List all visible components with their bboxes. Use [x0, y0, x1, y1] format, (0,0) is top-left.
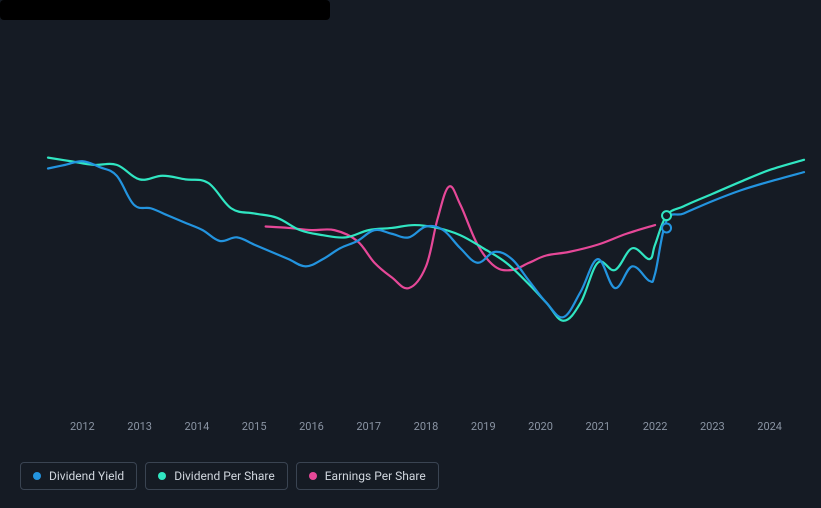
- dividend-chart[interactable]: 2012 2013 2014 2015 2016 2017 2018 2019 2020 2021…: [20, 105, 810, 445]
- x-tick: 2014: [185, 420, 210, 433]
- legend-label: Dividend Yield: [49, 469, 124, 483]
- legend-dot-icon: [309, 472, 317, 480]
- legend-item[interactable]: Dividend Yield: [20, 462, 137, 490]
- legend-label: Dividend Per Share: [174, 469, 275, 483]
- plot-area[interactable]: [48, 125, 804, 415]
- x-tick: 2015: [242, 420, 267, 433]
- x-tick: 2022: [643, 420, 668, 433]
- x-tick: 2019: [471, 420, 496, 433]
- x-tick: 2024: [757, 420, 782, 433]
- x-tick: 2012: [70, 420, 95, 433]
- legend-dot-icon: [158, 472, 166, 480]
- x-tick: 2020: [528, 420, 553, 433]
- legend-item[interactable]: Dividend Per Share: [145, 462, 288, 490]
- x-tick: 2016: [299, 420, 324, 433]
- chart-tooltip: [0, 0, 330, 20]
- x-tick: 2013: [127, 420, 152, 433]
- legend-dot-icon: [33, 472, 41, 480]
- x-tick: 2018: [414, 420, 439, 433]
- x-axis: 2012 2013 2014 2015 2016 2017 2018 2019 2020 2021…: [48, 420, 804, 440]
- tooltip-date: [12, 8, 318, 12]
- x-tick: 2023: [700, 420, 725, 433]
- legend-label: Earnings Per Share: [325, 469, 426, 483]
- x-tick: 2021: [585, 420, 610, 433]
- legend-item[interactable]: Earnings Per Share: [296, 462, 439, 490]
- chart-legend: Dividend Yield Dividend Per Share Earnings…: [20, 462, 439, 490]
- x-tick: 2017: [356, 420, 381, 433]
